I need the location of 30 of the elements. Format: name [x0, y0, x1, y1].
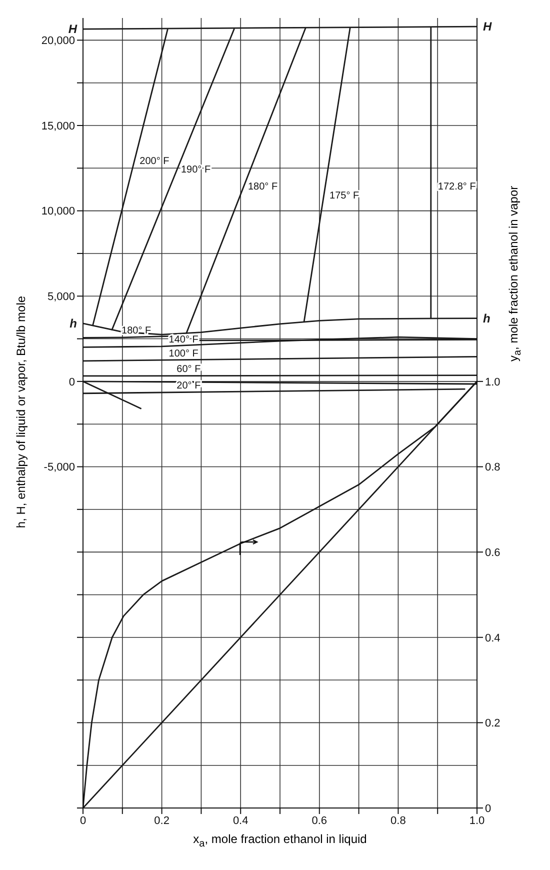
y-tick-label: -5,000	[44, 462, 75, 474]
x-axis-title: x$_{a}$, mole fraction ethanol in liquid	[192, 832, 368, 850]
series-label: H	[68, 22, 78, 36]
text: h	[483, 311, 490, 326]
annotation: 20° F	[176, 380, 201, 392]
y-tick-label: 0	[68, 376, 75, 388]
x-tick-label: 0.6	[312, 814, 328, 827]
x-tick-label: 1.0	[469, 814, 485, 827]
y-tick-label: 10,000	[41, 206, 75, 218]
series-label: h	[70, 316, 77, 330]
x-tick-label: 0	[80, 814, 86, 827]
text: H	[483, 20, 492, 34]
x-tick-label: 0.4	[232, 814, 248, 827]
annotation: 60° F	[176, 364, 201, 375]
y2-tick-label: 0.8	[485, 462, 500, 474]
y-tick-label: 20,000	[41, 35, 75, 48]
y2-tick-label: 0.6	[485, 546, 500, 559]
y2-tick-label: 0.2	[485, 718, 500, 730]
y-tick-label: 15,000	[41, 120, 75, 132]
annotation: 100° F	[168, 348, 198, 360]
annotation: 172.8° F	[438, 182, 476, 193]
annotation: 180° F	[248, 182, 278, 193]
annotation: 200° F	[140, 156, 170, 168]
y2-tick-label: 0.4	[485, 632, 500, 644]
y2-tick-label: 0	[485, 802, 492, 815]
y-tick-label: 5,000	[47, 291, 75, 304]
x-tick-label: 0.8	[390, 814, 406, 827]
x-tick-label: 0.2	[154, 814, 170, 827]
y2-tick-label: 1.0	[485, 376, 500, 388]
y-axis-title: h, H, enthalpy of liquid or vapor, Btu/lb mole	[14, 294, 28, 530]
